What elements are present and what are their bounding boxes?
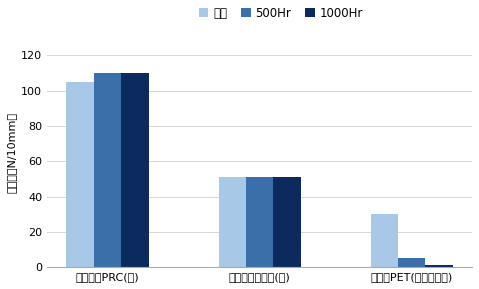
Bar: [273, 177, 301, 267]
Bar: [67, 82, 94, 267]
Bar: [246, 177, 273, 267]
Bar: [218, 177, 246, 267]
Bar: [425, 265, 453, 267]
Bar: [94, 73, 121, 267]
Y-axis label: 接着力（N/10mm）: 接着力（N/10mm）: [7, 112, 17, 193]
Bar: [371, 214, 398, 267]
Legend: 初期, 500Hr, 1000Hr: 初期, 500Hr, 1000Hr: [199, 7, 363, 20]
Bar: [398, 258, 425, 267]
Bar: [121, 73, 148, 267]
